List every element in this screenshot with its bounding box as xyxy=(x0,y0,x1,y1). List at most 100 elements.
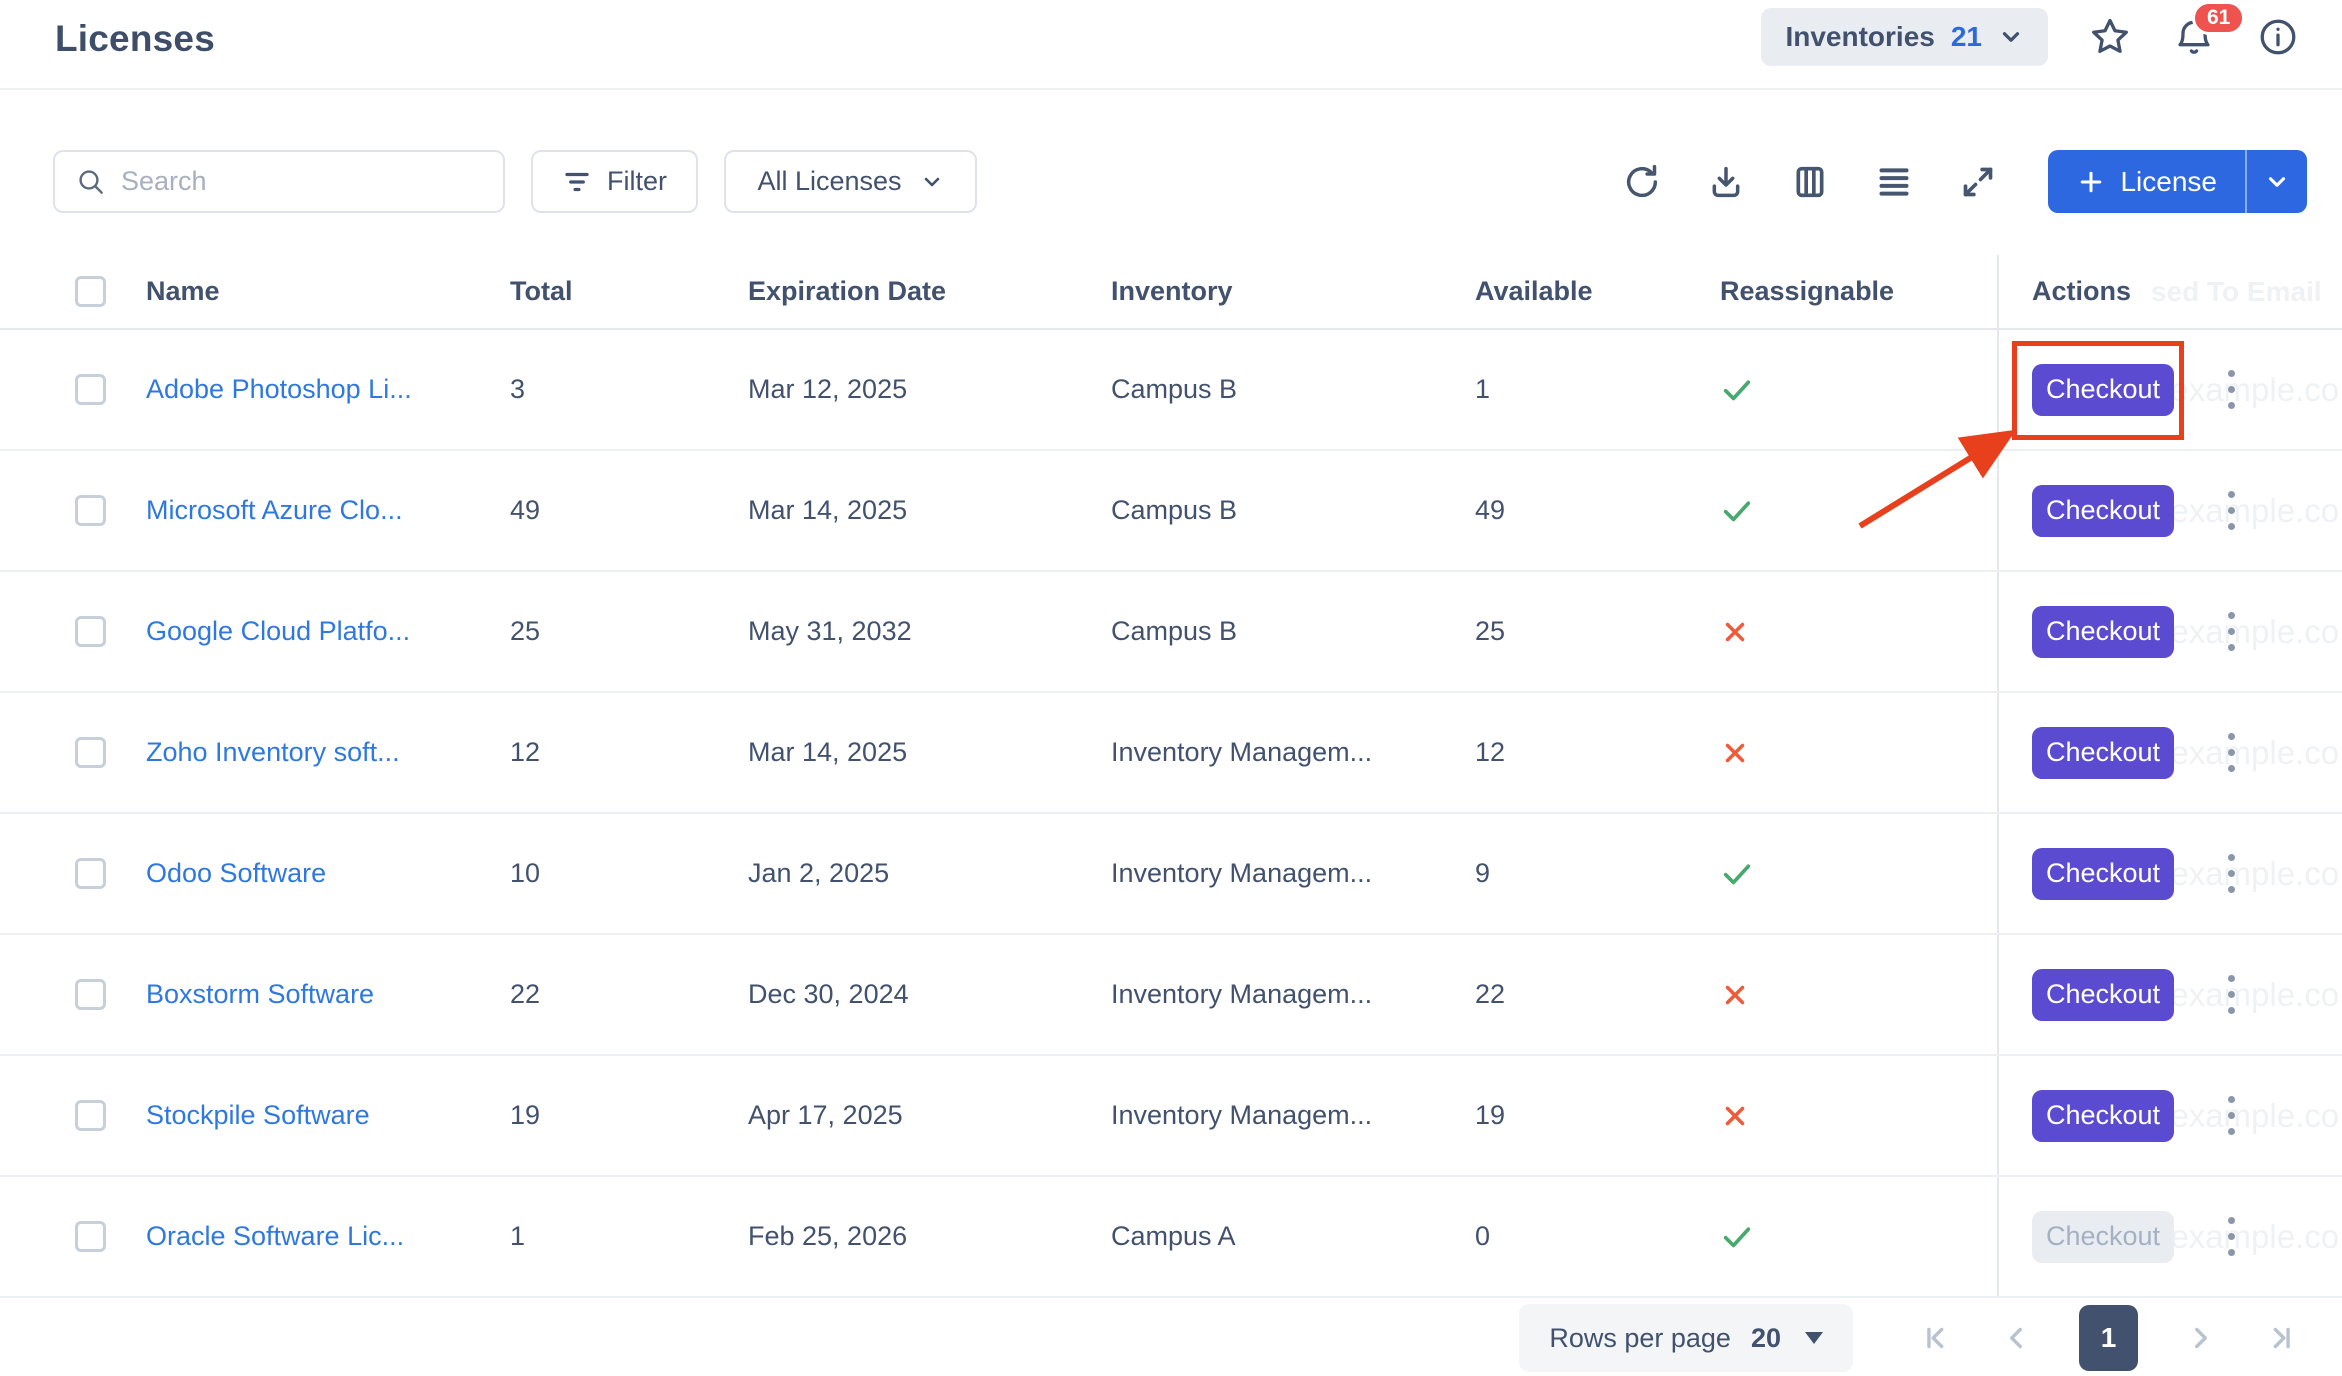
kebab-menu-icon[interactable] xyxy=(2220,362,2243,417)
header-total[interactable]: Total xyxy=(510,276,573,306)
kebab-menu-icon[interactable] xyxy=(2220,1209,2243,1264)
expand-fullscreen-icon[interactable] xyxy=(1958,162,1998,202)
table-row: Zoho Inventory soft... 12 Mar 14, 2025 Inve… xyxy=(0,693,2342,814)
ghost-header-text: sed To Email xyxy=(2151,275,2322,307)
table-row: Odoo Software 10 Jan 2, 2025 Inventory Mana… xyxy=(0,814,2342,935)
reassignable-cell xyxy=(1720,373,1997,407)
row-checkbox[interactable] xyxy=(75,495,106,526)
reassignable-x-icon xyxy=(1720,617,1750,647)
pager-next-icon[interactable] xyxy=(2184,1321,2218,1355)
row-checkbox[interactable] xyxy=(75,979,106,1010)
notifications-bell-icon[interactable]: 61 xyxy=(2172,1,2246,59)
row-checkbox-cell xyxy=(0,616,146,647)
add-license-split-button: License xyxy=(2048,150,2307,213)
checkout-button[interactable]: Checkout xyxy=(2032,847,2174,900)
expiration-cell: Feb 25, 2026 xyxy=(748,1221,908,1251)
add-license-dropdown-toggle[interactable] xyxy=(2245,150,2307,213)
kebab-menu-icon[interactable] xyxy=(2220,483,2243,538)
actions-cell: ke@example.co Checkout xyxy=(1997,935,2342,1054)
table-row: Boxstorm Software 22 Dec 30, 2024 Inventory… xyxy=(0,935,2342,1056)
inventories-dropdown[interactable]: Inventories 21 xyxy=(1761,8,2048,66)
reassignable-check-icon xyxy=(1720,857,1754,891)
kebab-menu-icon[interactable] xyxy=(2220,1088,2243,1143)
row-checkbox-cell xyxy=(0,979,146,1010)
row-checkbox[interactable] xyxy=(75,1221,106,1252)
current-page-button[interactable]: 1 xyxy=(2079,1305,2138,1371)
download-icon[interactable] xyxy=(1706,162,1746,202)
pager-last-icon[interactable] xyxy=(2264,1321,2298,1355)
checkout-button[interactable]: Checkout xyxy=(2032,484,2174,537)
chevron-down-icon xyxy=(1998,24,2024,50)
rows-per-page-dropdown[interactable]: Rows per page 20 xyxy=(1519,1304,1853,1372)
row-checkbox[interactable] xyxy=(75,737,106,768)
actions-cell: ke@example.co Checkout xyxy=(1997,572,2342,691)
header-available[interactable]: Available xyxy=(1475,276,1593,306)
search-box[interactable] xyxy=(53,150,505,213)
chevron-down-icon xyxy=(920,170,944,194)
license-filter-dropdown[interactable]: All Licenses xyxy=(724,150,977,213)
search-input[interactable] xyxy=(121,166,483,197)
checkout-button[interactable]: Checkout xyxy=(2032,363,2174,416)
inventory-cell: Campus A xyxy=(1111,1221,1236,1251)
pager-first-icon[interactable] xyxy=(1919,1321,1953,1355)
available-cell: 22 xyxy=(1475,979,1506,1009)
row-checkbox[interactable] xyxy=(75,1100,106,1131)
kebab-menu-icon[interactable] xyxy=(2220,967,2243,1022)
row-density-icon[interactable] xyxy=(1874,162,1914,202)
checkout-button[interactable]: Checkout xyxy=(2032,605,2174,658)
pager-prev-icon[interactable] xyxy=(1999,1321,2033,1355)
kebab-menu-icon[interactable] xyxy=(2220,725,2243,780)
expiration-cell: Mar 14, 2025 xyxy=(748,737,908,767)
total-cell: 1 xyxy=(510,1221,526,1251)
row-checkbox-cell xyxy=(0,737,146,768)
select-all-checkbox[interactable] xyxy=(75,276,106,307)
checkout-button[interactable]: Checkout xyxy=(2032,726,2174,779)
available-cell: 25 xyxy=(1475,616,1506,646)
expiration-cell: Dec 30, 2024 xyxy=(748,979,909,1009)
refresh-icon[interactable] xyxy=(1622,162,1662,202)
pagination-footer: Rows per page 20 1 xyxy=(0,1300,2342,1376)
license-name-link[interactable]: Google Cloud Platfo... xyxy=(146,616,411,646)
inventories-label: Inventories xyxy=(1785,21,1935,52)
table-row: Adobe Photoshop Li... 3 Mar 12, 2025 Campus… xyxy=(0,330,2342,451)
columns-icon[interactable] xyxy=(1790,162,1830,202)
header-expiration[interactable]: Expiration Date xyxy=(748,276,947,306)
available-cell: 9 xyxy=(1475,858,1491,888)
license-name-link[interactable]: Microsoft Azure Clo... xyxy=(146,495,403,525)
header-name[interactable]: Name xyxy=(146,276,220,306)
row-checkbox-cell xyxy=(0,1100,146,1131)
licenses-table: Name Total Expiration Date Inventory Ava… xyxy=(0,255,2342,1298)
filter-button[interactable]: Filter xyxy=(531,150,698,213)
license-name-link[interactable]: Zoho Inventory soft... xyxy=(146,737,400,767)
table-body: Adobe Photoshop Li... 3 Mar 12, 2025 Campus… xyxy=(0,330,2342,1298)
license-name-link[interactable]: Odoo Software xyxy=(146,858,327,888)
row-checkbox[interactable] xyxy=(75,858,106,889)
total-cell: 49 xyxy=(510,495,541,525)
actions-cell: ke@example.co Checkout xyxy=(1997,693,2342,812)
table-row: Stockpile Software 19 Apr 17, 2025 Inventor… xyxy=(0,1056,2342,1177)
row-checkbox[interactable] xyxy=(75,374,106,405)
license-filter-label: All Licenses xyxy=(757,166,902,196)
kebab-menu-icon[interactable] xyxy=(2220,604,2243,659)
toolbar: Filter All Licenses License xyxy=(53,150,2307,213)
header-inventory[interactable]: Inventory xyxy=(1111,276,1233,306)
license-name-link[interactable]: Stockpile Software xyxy=(146,1100,370,1130)
info-icon[interactable] xyxy=(2256,15,2300,59)
add-license-button[interactable]: License xyxy=(2048,150,2245,213)
license-name-link[interactable]: Boxstorm Software xyxy=(146,979,375,1009)
checkout-button[interactable]: Checkout xyxy=(2032,1089,2174,1142)
chevron-down-icon xyxy=(2264,169,2290,195)
checkout-button[interactable]: Checkout xyxy=(2032,968,2174,1021)
expiration-cell: Mar 12, 2025 xyxy=(748,374,908,404)
license-name-link[interactable]: Adobe Photoshop Li... xyxy=(146,374,412,404)
available-cell: 19 xyxy=(1475,1100,1506,1130)
kebab-menu-icon[interactable] xyxy=(2220,846,2243,901)
actions-cell: ke@example.co Checkout xyxy=(1997,814,2342,933)
available-cell: 12 xyxy=(1475,737,1506,767)
favorite-star-icon[interactable] xyxy=(2088,15,2132,59)
reassignable-cell xyxy=(1720,1101,1997,1131)
header-checkbox-cell xyxy=(0,276,146,307)
license-name-link[interactable]: Oracle Software Lic... xyxy=(146,1221,405,1251)
header-reassignable[interactable]: Reassignable xyxy=(1720,276,1895,306)
row-checkbox[interactable] xyxy=(75,616,106,647)
